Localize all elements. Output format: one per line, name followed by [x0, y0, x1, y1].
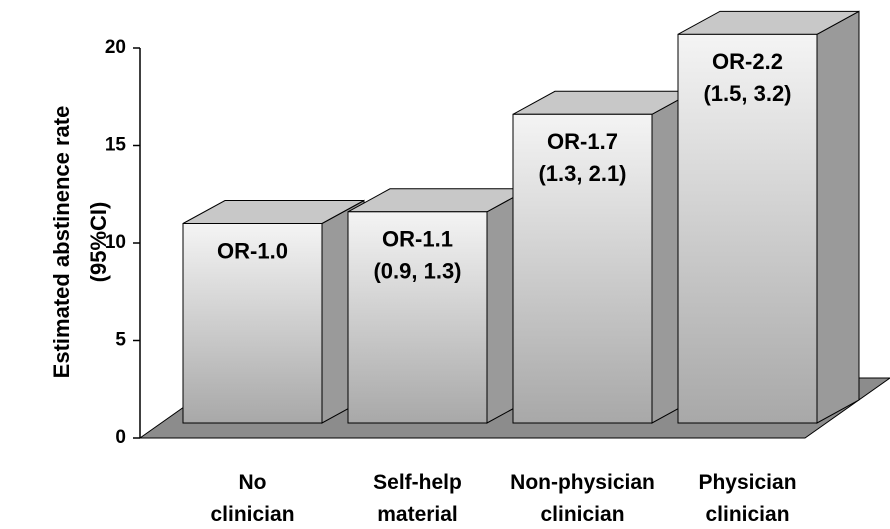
x-tick-label-line: clinician: [210, 503, 294, 526]
y-tick-label: 5: [115, 330, 126, 351]
bar: [677, 33, 818, 424]
y-axis-label: Estimated abstinence rate: [49, 106, 74, 379]
bar-annotation: OR-1.0: [217, 238, 288, 263]
bar: [347, 211, 488, 424]
x-tick-label-line: clinician: [705, 503, 789, 526]
bar-annotation: OR-1.1: [382, 227, 453, 252]
y-tick-label: 0: [115, 427, 126, 448]
x-tick-label-line: Physician: [698, 471, 796, 494]
bar: [512, 113, 653, 424]
x-tick-label-line: Self-help: [373, 471, 462, 494]
x-tick-label-line: Non-physician: [510, 471, 655, 494]
bar-annotation: OR-1.7: [547, 129, 618, 154]
x-tick-label: Self-help material: [373, 471, 462, 526]
bar-annotation: OR-2.2: [712, 49, 783, 74]
bar-annotation: (1.5, 3.2): [703, 81, 791, 106]
x-tick-label: Physician clinician: [698, 471, 796, 526]
y-tick-label: 10: [105, 232, 126, 253]
x-tick-label-line: clinician: [540, 503, 624, 526]
x-tick-label: No clinician: [210, 471, 294, 526]
bar-annotation: (1.3, 2.1): [538, 161, 626, 186]
x-tick-label-line: No: [239, 471, 267, 494]
bar: [182, 223, 323, 424]
y-tick-label: 15: [105, 135, 127, 156]
x-tick-label: Non-physician clinician: [510, 471, 655, 526]
y-axis-label: (95%CI): [86, 202, 111, 283]
bar-annotation: (0.9, 1.3): [373, 259, 461, 284]
bar-side: [816, 10, 860, 424]
x-tick-label-line: material: [377, 503, 458, 526]
y-tick-label: 20: [105, 37, 126, 58]
